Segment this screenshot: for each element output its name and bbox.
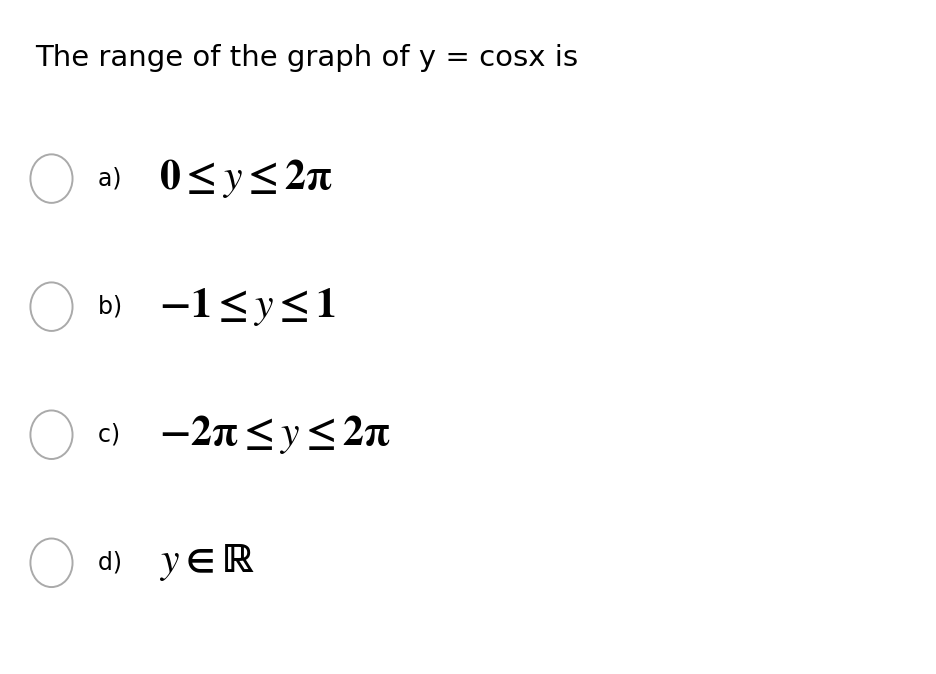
Text: $\mathbf{0 \leq} \mathit{y} \mathbf{\leq 2\pi}$: $\mathbf{0 \leq} \mathit{y} \mathbf{\leq… [159,157,333,200]
Text: $\mathit{y} \mathbf{\in \mathbb{R}}$: $\mathit{y} \mathbf{\in \mathbb{R}}$ [159,543,256,583]
Text: The range of the graph of y = cosx is: The range of the graph of y = cosx is [36,44,578,72]
Text: c): c) [98,423,128,447]
Text: $\mathbf{-2\pi \leq} \mathit{y} \mathbf{\leq 2\pi}$: $\mathbf{-2\pi \leq} \mathit{y} \mathbf{… [159,413,390,456]
Text: a): a) [98,166,129,191]
Text: b): b) [98,295,130,319]
Text: d): d) [98,551,130,575]
Text: $\mathbf{-1 \leq} \mathit{y} \mathbf{\leq 1}$: $\mathbf{-1 \leq} \mathit{y} \mathbf{\le… [159,286,336,328]
